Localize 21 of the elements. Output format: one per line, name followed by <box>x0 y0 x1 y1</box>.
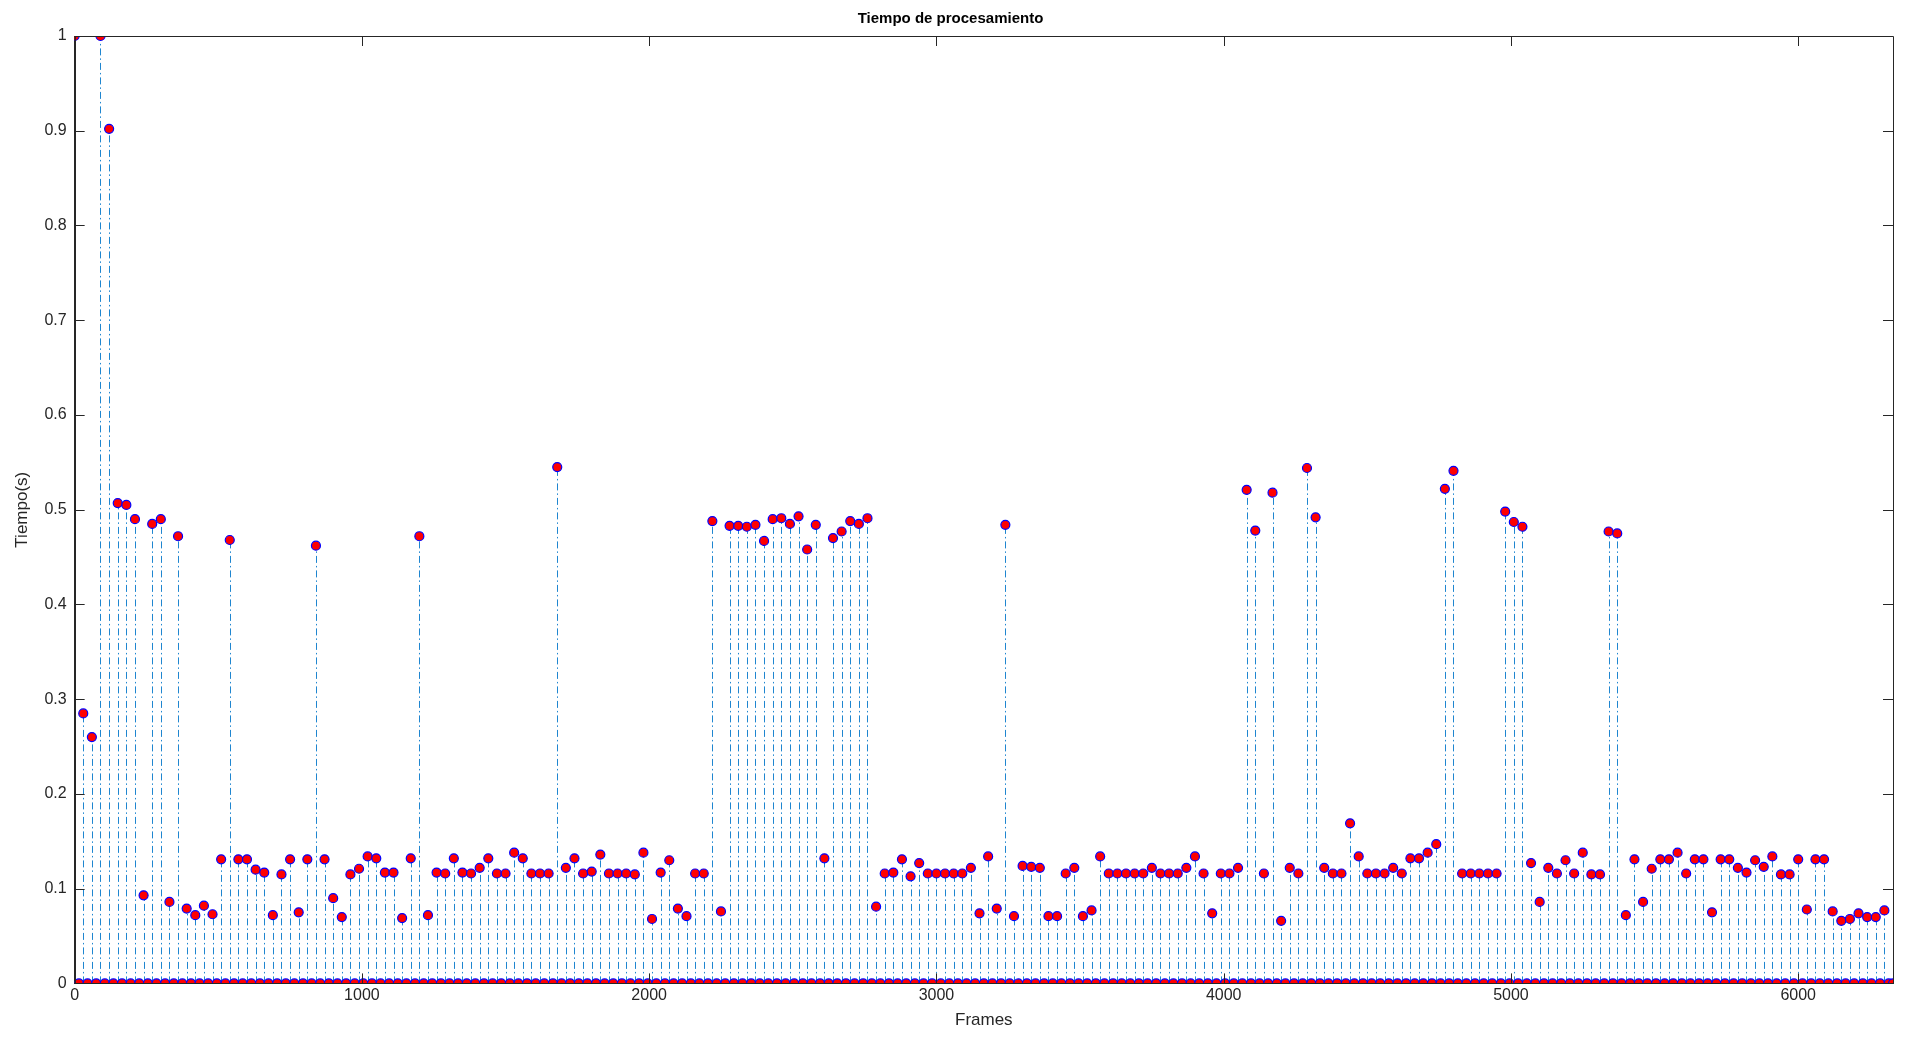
y-tick-label: 0 <box>57 973 67 991</box>
y-tick-label: 0.4 <box>44 594 67 612</box>
x-axis-title: Frames <box>955 1010 1013 1030</box>
x-tick-label: 4000 <box>1205 986 1242 1004</box>
y-tick-label: 0.5 <box>44 500 67 518</box>
y-tick-label: 1 <box>57 26 67 44</box>
y-tick-label: 0.1 <box>44 879 67 897</box>
x-tick-label: 3000 <box>918 986 955 1004</box>
x-tick-label: 2000 <box>631 986 668 1004</box>
x-tick-label: 1000 <box>344 986 380 1004</box>
y-tick-label: 0.2 <box>44 784 67 802</box>
y-tick-label: 0.8 <box>44 215 67 233</box>
y-tick-label: 0.3 <box>44 689 67 707</box>
y-tick-label: 0.9 <box>44 121 67 139</box>
chart-title: Tiempo de procesamiento <box>857 9 1044 27</box>
x-tick-label: 5000 <box>1493 986 1529 1004</box>
x-tick-label: 6000 <box>1780 986 1817 1004</box>
y-axis-title: Tiempo(s) <box>11 471 31 548</box>
y-tick-label: 0.7 <box>44 310 67 328</box>
y-tick-label: 0.6 <box>44 405 67 423</box>
x-tick-label: 0 <box>70 986 80 1004</box>
